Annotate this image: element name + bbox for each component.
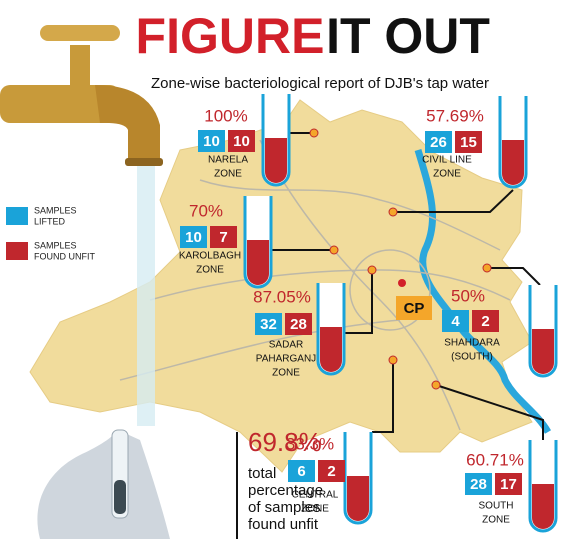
lifted-box xyxy=(465,473,492,495)
zone-name: PAHARGANJ xyxy=(256,354,316,365)
zone-dot xyxy=(388,355,398,365)
zone-name: KAROLBAGH xyxy=(179,251,241,262)
cp-box xyxy=(396,296,432,320)
zone-name: CIVIL LINE xyxy=(422,155,472,166)
title-black: IT OUT xyxy=(326,8,490,64)
zone-name: CENTRAL xyxy=(292,490,339,501)
tube-liquid xyxy=(320,327,342,372)
connector-line xyxy=(372,360,394,433)
lifted-count: 28 xyxy=(470,476,487,493)
zone-name: ZONE xyxy=(196,265,224,276)
lifted-count: 26 xyxy=(430,134,447,151)
legend-label: FOUND UNFIT xyxy=(34,251,95,261)
unfit-count: 2 xyxy=(327,463,335,480)
subtitle: Zone-wise bacteriological report of DJB'… xyxy=(151,75,489,92)
lifted-box xyxy=(425,131,452,153)
tube-liquid xyxy=(532,329,554,374)
zone-percent: 60.71% xyxy=(466,450,524,469)
zone-dot xyxy=(482,263,492,273)
total-percent: 69.8% xyxy=(248,427,322,457)
zone-dot xyxy=(329,245,339,255)
total-text: total xyxy=(248,465,276,482)
tube-liquid xyxy=(265,138,287,183)
total-text: percentage xyxy=(248,482,323,499)
zone-name: ZONE xyxy=(301,504,329,515)
unfit-box xyxy=(318,460,345,482)
total-text: found unfit xyxy=(248,516,319,533)
tube-liquid xyxy=(532,484,554,529)
zone-percent: 100% xyxy=(204,106,247,125)
legend-swatch-lifted xyxy=(6,207,28,225)
unfit-box xyxy=(472,310,499,332)
unfit-count: 10 xyxy=(233,133,250,150)
unfit-box xyxy=(495,473,522,495)
zone-name: SHAHDARA xyxy=(444,338,500,349)
unfit-box xyxy=(285,313,312,335)
unfit-box xyxy=(455,131,482,153)
total-text: of samples xyxy=(248,499,321,516)
tube-liquid xyxy=(247,240,269,285)
title-red: FIGURE xyxy=(136,8,325,64)
zone-name: SADAR xyxy=(269,340,303,351)
cp-label: CP xyxy=(404,300,425,317)
zone-name: (SOUTH) xyxy=(451,352,493,363)
lifted-box xyxy=(198,130,225,152)
zone-dot xyxy=(367,265,377,275)
cp-dot xyxy=(398,279,406,287)
unfit-count: 7 xyxy=(219,229,227,246)
unfit-count: 28 xyxy=(290,316,307,333)
zone-percent: 87.05% xyxy=(253,287,311,306)
lifted-box xyxy=(180,226,207,248)
tube-liquid xyxy=(347,476,369,521)
zone-percent: 57.69% xyxy=(426,106,484,125)
connector-line xyxy=(393,189,514,213)
tube-liquid xyxy=(502,140,524,185)
zone-percent: 70% xyxy=(189,201,223,220)
zone-name: ZONE xyxy=(482,515,510,526)
zone-percent: 33.3% xyxy=(286,434,334,453)
lifted-box xyxy=(255,313,282,335)
unfit-box xyxy=(210,226,237,248)
delhi-map xyxy=(29,99,533,473)
connector-line xyxy=(487,267,541,286)
lifted-count: 32 xyxy=(260,316,277,333)
connector-line xyxy=(435,384,544,440)
lifted-count: 6 xyxy=(297,463,305,480)
legend-label: LIFTED xyxy=(34,216,66,226)
lifted-box xyxy=(288,460,315,482)
lifted-count: 10 xyxy=(185,229,202,246)
zone-name: ZONE xyxy=(272,368,300,379)
legend-label: SAMPLES xyxy=(34,205,77,215)
lifted-box xyxy=(442,310,469,332)
lifted-count: 4 xyxy=(451,313,460,330)
zone-dot xyxy=(388,207,398,217)
zone-percent: 50% xyxy=(451,286,485,305)
unfit-count: 15 xyxy=(460,134,477,151)
connector-line xyxy=(344,270,373,334)
unfit-box xyxy=(228,130,255,152)
faucet xyxy=(0,25,163,426)
zone-dot xyxy=(431,380,441,390)
zone-name: SOUTH xyxy=(479,501,514,512)
unfit-count: 2 xyxy=(481,313,489,330)
zone-name: ZONE xyxy=(433,169,461,180)
zone-name: ZONE xyxy=(214,169,242,180)
lifted-count: 10 xyxy=(203,133,220,150)
zone-dot xyxy=(309,128,319,138)
legend-swatch-unfit xyxy=(6,242,28,260)
unfit-count: 17 xyxy=(500,476,517,493)
legend-label: SAMPLES xyxy=(34,240,77,250)
glove-hand xyxy=(37,429,170,539)
zone-name: NARELA xyxy=(208,155,248,166)
